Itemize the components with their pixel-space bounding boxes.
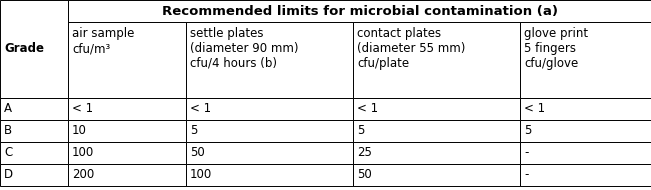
Bar	[353, 142, 520, 164]
Bar	[353, 120, 520, 142]
Text: Recommended limits for microbial contamination (a): Recommended limits for microbial contami…	[161, 5, 557, 17]
Text: air sample
cfu/m³: air sample cfu/m³	[72, 27, 134, 55]
Bar	[520, 98, 651, 120]
Bar	[0, 142, 68, 164]
Text: A: A	[4, 102, 12, 116]
Text: 200: 200	[72, 169, 94, 181]
Text: 5: 5	[357, 124, 365, 138]
Text: 100: 100	[72, 146, 94, 159]
Bar	[520, 120, 651, 142]
Bar	[353, 98, 520, 120]
Bar	[0, 98, 68, 120]
Text: 5: 5	[190, 124, 197, 138]
Text: glove print
5 fingers
cfu/glove: glove print 5 fingers cfu/glove	[524, 27, 588, 70]
Text: < 1: < 1	[72, 102, 93, 116]
Text: settle plates
(diameter 90 mm)
cfu/4 hours (b): settle plates (diameter 90 mm) cfu/4 hou…	[190, 27, 299, 70]
Text: 50: 50	[357, 169, 372, 181]
Bar	[186, 164, 353, 186]
Text: C: C	[4, 146, 12, 159]
Text: 50: 50	[190, 146, 205, 159]
Bar	[186, 142, 353, 164]
Bar	[353, 22, 520, 98]
Bar	[0, 164, 68, 186]
Text: < 1: < 1	[357, 102, 378, 116]
Bar	[68, 98, 186, 120]
Bar	[68, 22, 186, 98]
Bar	[68, 142, 186, 164]
Bar	[68, 120, 186, 142]
Text: Grade: Grade	[4, 43, 44, 55]
Text: -: -	[524, 146, 529, 159]
Bar	[68, 164, 186, 186]
Text: 25: 25	[357, 146, 372, 159]
Text: D: D	[4, 169, 13, 181]
Bar	[186, 98, 353, 120]
Text: -: -	[524, 169, 529, 181]
Bar	[520, 22, 651, 98]
Bar	[353, 164, 520, 186]
Bar	[68, 0, 651, 22]
Bar	[520, 164, 651, 186]
Text: 10: 10	[72, 124, 87, 138]
Bar	[186, 120, 353, 142]
Text: < 1: < 1	[190, 102, 211, 116]
Text: B: B	[4, 124, 12, 138]
Bar	[520, 142, 651, 164]
Bar	[0, 0, 68, 98]
Text: < 1: < 1	[524, 102, 545, 116]
Bar	[186, 22, 353, 98]
Text: 100: 100	[190, 169, 212, 181]
Bar	[0, 120, 68, 142]
Text: 5: 5	[524, 124, 531, 138]
Text: contact plates
(diameter 55 mm)
cfu/plate: contact plates (diameter 55 mm) cfu/plat…	[357, 27, 465, 70]
